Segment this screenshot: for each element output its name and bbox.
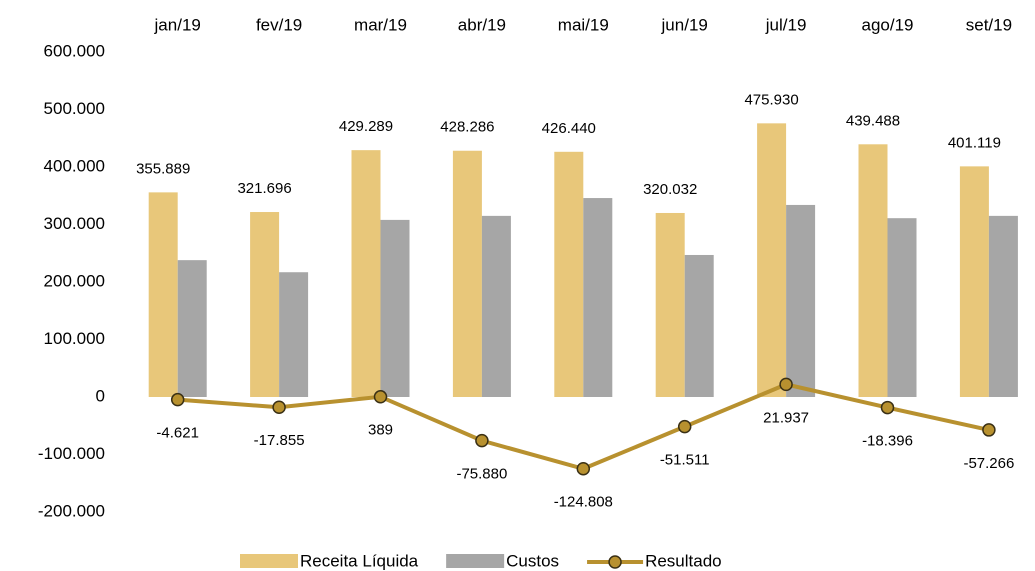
data-label: -124.808 [554, 494, 613, 511]
data-label: 401.119 [948, 134, 1001, 151]
y-tick-label: 100.000 [44, 329, 105, 348]
y-tick-label: 600.000 [44, 41, 105, 60]
legend-swatch [240, 554, 298, 568]
marker [373, 390, 388, 404]
bar [148, 192, 178, 397]
legend-label: Resultado [645, 551, 722, 570]
data-label: 428.286 [440, 119, 494, 136]
data-label: 389 [368, 422, 393, 439]
legend-marker [608, 555, 622, 569]
bar [452, 150, 482, 397]
x-tick-label: abr/19 [458, 15, 506, 34]
bar [250, 212, 280, 397]
marker [576, 462, 591, 476]
x-tick-label: mai/19 [558, 15, 609, 34]
data-label: 429.289 [339, 118, 393, 135]
data-label: 320.032 [643, 181, 697, 198]
x-tick-label: jun/19 [661, 15, 708, 34]
data-label: -51.511 [660, 452, 710, 469]
marker [170, 392, 185, 407]
line [177, 382, 990, 471]
marker [272, 400, 286, 415]
x-tick-label: jul/19 [765, 15, 807, 34]
y-tick-label: 400.000 [44, 156, 105, 175]
bar [757, 123, 787, 398]
data-label: -4.621 [156, 425, 199, 442]
x-tick-label: ago/19 [862, 15, 914, 34]
bar [279, 272, 309, 397]
bar [583, 198, 613, 397]
bar [554, 151, 584, 397]
bar [655, 212, 685, 397]
bar [858, 144, 888, 397]
bar [684, 254, 714, 397]
data-label: 21.937 [763, 409, 809, 426]
legend-label: Receita Líquida [300, 551, 419, 570]
data-label: -75.880 [456, 466, 507, 483]
x-tick-label: set/19 [966, 15, 1012, 34]
bar [351, 150, 381, 397]
data-label: 475.930 [744, 91, 798, 108]
data-label: -57.266 [963, 455, 1014, 472]
legend-swatch [446, 554, 505, 568]
bar [786, 204, 816, 397]
y-tick-label: 0 [96, 386, 105, 405]
data-label: -17.855 [254, 432, 305, 449]
y-tick-label: -100.000 [38, 444, 105, 463]
data-label: 439.488 [846, 112, 900, 129]
bar [959, 166, 989, 397]
data-label: 426.440 [542, 120, 596, 137]
x-tick-label: fev/19 [256, 15, 302, 34]
y-tick-label: 200.000 [44, 271, 105, 290]
y-tick-label: -200.000 [38, 501, 105, 520]
x-tick-label: mar/19 [354, 15, 407, 34]
marker [475, 433, 489, 448]
data-label: 355.889 [136, 160, 190, 177]
bar [380, 219, 410, 397]
y-tick-label: 500.000 [44, 99, 105, 118]
marker [779, 377, 793, 392]
legend-label: Custos [506, 551, 559, 570]
x-tick-label: jan/19 [154, 15, 201, 34]
marker [982, 423, 996, 437]
y-tick-label: 300.000 [44, 214, 105, 233]
bar [887, 218, 917, 397]
bar [481, 215, 511, 397]
bar [988, 215, 1018, 397]
data-label: 321.696 [237, 180, 291, 197]
marker [677, 419, 692, 434]
marker [880, 400, 895, 415]
bar [177, 260, 207, 397]
data-label: -18.396 [862, 433, 913, 450]
